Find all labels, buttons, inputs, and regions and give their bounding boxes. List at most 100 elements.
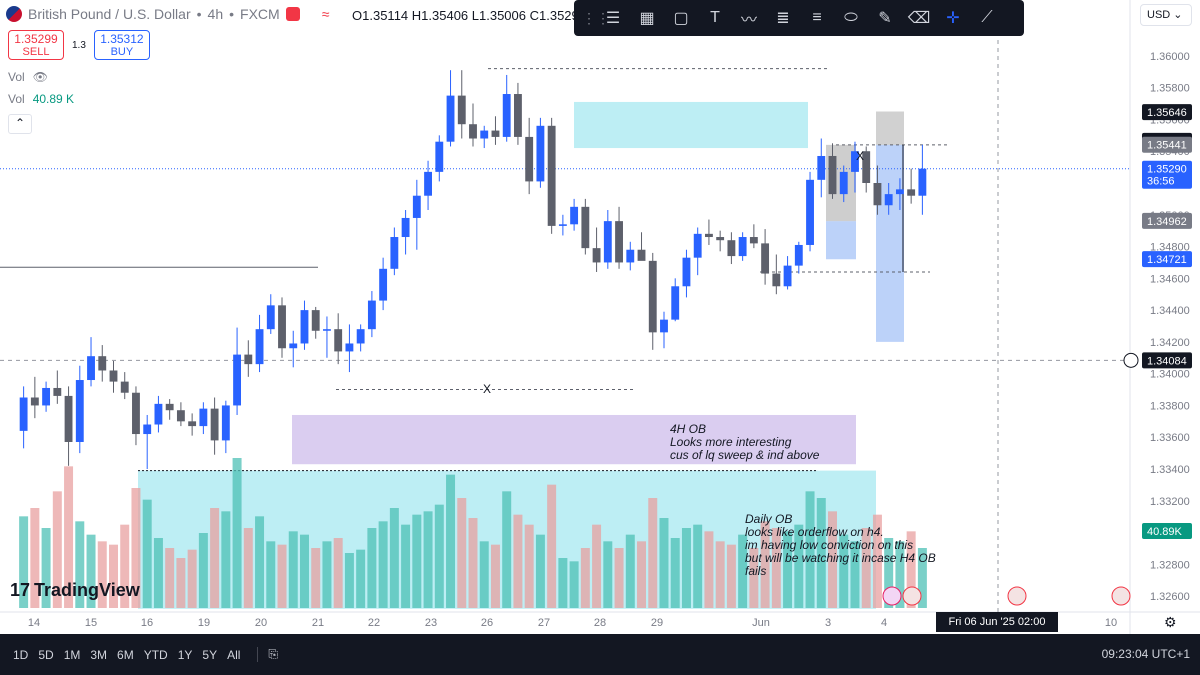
volume-bar — [704, 531, 714, 608]
volume-bar — [64, 466, 74, 608]
rect-icon[interactable]: ▢ — [673, 10, 689, 27]
sell-button[interactable]: 1.35299 SELL — [8, 30, 64, 60]
lines-icon[interactable]: ☰ — [605, 10, 621, 27]
grid-icon[interactable]: ▦ — [639, 10, 655, 27]
currency-select[interactable]: USD ⌄ — [1140, 4, 1192, 26]
fill-icon[interactable]: ⌫ — [907, 10, 931, 27]
volume-bar — [41, 528, 51, 608]
candle-body — [749, 237, 758, 244]
candle-body — [525, 136, 534, 182]
annotation-x-low[interactable]: X — [483, 382, 492, 396]
price-tick: 1.32800 — [1150, 559, 1190, 571]
candle-body — [446, 95, 455, 142]
volume-bar — [221, 511, 231, 608]
volume-bar — [872, 514, 882, 608]
volume-bar — [109, 544, 118, 608]
candle-body — [536, 125, 545, 182]
time-tick: 20 — [255, 617, 267, 629]
buy-button[interactable]: 1.35312 BUY — [93, 30, 150, 60]
volume-bar — [558, 558, 568, 608]
volume-bar — [434, 504, 444, 608]
price-label-bg — [1142, 251, 1192, 268]
candle-body — [693, 233, 702, 258]
symbol-name[interactable]: British Pound / U.S. Dollar — [28, 6, 191, 22]
range-ytd[interactable]: YTD — [143, 647, 168, 662]
path-icon[interactable]: 〰 — [740, 12, 757, 29]
volume-bar — [468, 518, 478, 608]
brush-icon[interactable]: ✎ — [878, 10, 892, 27]
annotation-daily-ob[interactable]: Daily OB looks like orderflow on h4. im … — [745, 512, 936, 578]
volume-bar — [266, 541, 276, 608]
drag-handle-icon[interactable]: ⋮⋮ — [582, 9, 610, 26]
range-5d[interactable]: 5D — [38, 647, 54, 662]
crosshair-icon[interactable]: ✛ — [946, 10, 960, 27]
tradingview-logo[interactable]: 17 TradingView — [10, 580, 140, 600]
range-6m[interactable]: 6M — [117, 647, 134, 662]
volume-legend-hidden[interactable]: Vol 👁 — [8, 70, 48, 84]
candle-body — [345, 343, 354, 352]
time-tick: 14 — [28, 617, 40, 629]
volume-bar — [502, 491, 512, 608]
volume-bar — [142, 499, 152, 608]
go-to-date-icon[interactable]: ⎘ — [257, 647, 278, 662]
market-status-icon[interactable] — [285, 7, 300, 21]
range-all[interactable]: All — [227, 647, 241, 662]
volume-bar — [19, 516, 29, 608]
volume-legend[interactable]: Vol 40.89 K — [8, 92, 75, 106]
time-tick: 22 — [368, 617, 380, 629]
gbp-usd-flag-icon — [6, 6, 22, 22]
fib2-icon[interactable]: ≡ — [812, 9, 822, 26]
eye-hidden-icon[interactable]: 👁 — [32, 70, 48, 84]
volume-bar — [401, 524, 411, 608]
candle-body — [469, 124, 477, 139]
volume-bar — [333, 538, 343, 608]
price-label: 1.34084 — [1147, 355, 1187, 367]
symbol-header[interactable]: British Pound / U.S. Dollar • 4h • FXCM … — [6, 6, 329, 22]
volume-bar — [378, 521, 388, 608]
price-label: 1.34962 — [1147, 216, 1187, 228]
candle-body — [626, 249, 635, 263]
candle-body — [154, 403, 163, 425]
range-3m[interactable]: 3M — [90, 647, 108, 662]
range-1d[interactable]: 1D — [13, 647, 29, 662]
clock[interactable]: 09:23:04 UTC+1 — [1101, 647, 1190, 661]
candle-body — [547, 125, 556, 226]
time-tick: 10 — [1105, 617, 1117, 629]
volume-bar — [52, 491, 62, 608]
volume-bar — [86, 534, 96, 608]
time-tick: 16 — [141, 617, 153, 629]
shape-icon[interactable]: ⬭ — [844, 9, 858, 26]
range-1y[interactable]: 1Y — [177, 647, 193, 662]
text-icon[interactable]: T — [710, 9, 720, 26]
price-tick: 1.33400 — [1150, 464, 1190, 476]
candle-body — [660, 319, 668, 333]
line-icon[interactable]: ⟋ — [981, 9, 993, 26]
volume-bar — [524, 524, 534, 608]
volume-bar — [648, 498, 658, 608]
candle-body — [311, 310, 320, 331]
range-5y[interactable]: 5Y — [202, 647, 218, 662]
candle-body — [424, 171, 432, 196]
candle-body — [109, 370, 118, 382]
chart-canvas[interactable]: 1.360001.358001.356001.354001.352001.350… — [0, 0, 1200, 634]
volume-bar — [569, 561, 579, 608]
candle-body — [87, 356, 95, 381]
interval[interactable]: 4h — [207, 6, 224, 22]
settings-icon[interactable]: ⚙ — [1164, 614, 1177, 630]
range-1m[interactable]: 1M — [63, 647, 81, 662]
volume-bar — [603, 541, 613, 608]
volume-bar — [861, 528, 871, 608]
volume-bar — [131, 488, 141, 608]
candle-body — [615, 221, 623, 263]
fib-icon[interactable]: ≣ — [776, 10, 790, 27]
candle-body — [716, 237, 725, 241]
volume-bar — [311, 548, 321, 608]
compare-icon[interactable]: ≈ — [321, 6, 330, 22]
volume-bar — [277, 544, 287, 608]
collapse-legend-button[interactable]: ⌃ — [8, 114, 32, 134]
ohlc-readout: O1.35114 H1.35406 L1.35006 C1.35290 — [352, 8, 586, 23]
candle-body — [98, 356, 107, 371]
add-alert-icon[interactable] — [1123, 352, 1139, 368]
annotation-x-high[interactable]: X — [856, 149, 865, 163]
annotation-4h-ob[interactable]: 4H OB Looks more interesting cus of lq s… — [670, 422, 820, 462]
